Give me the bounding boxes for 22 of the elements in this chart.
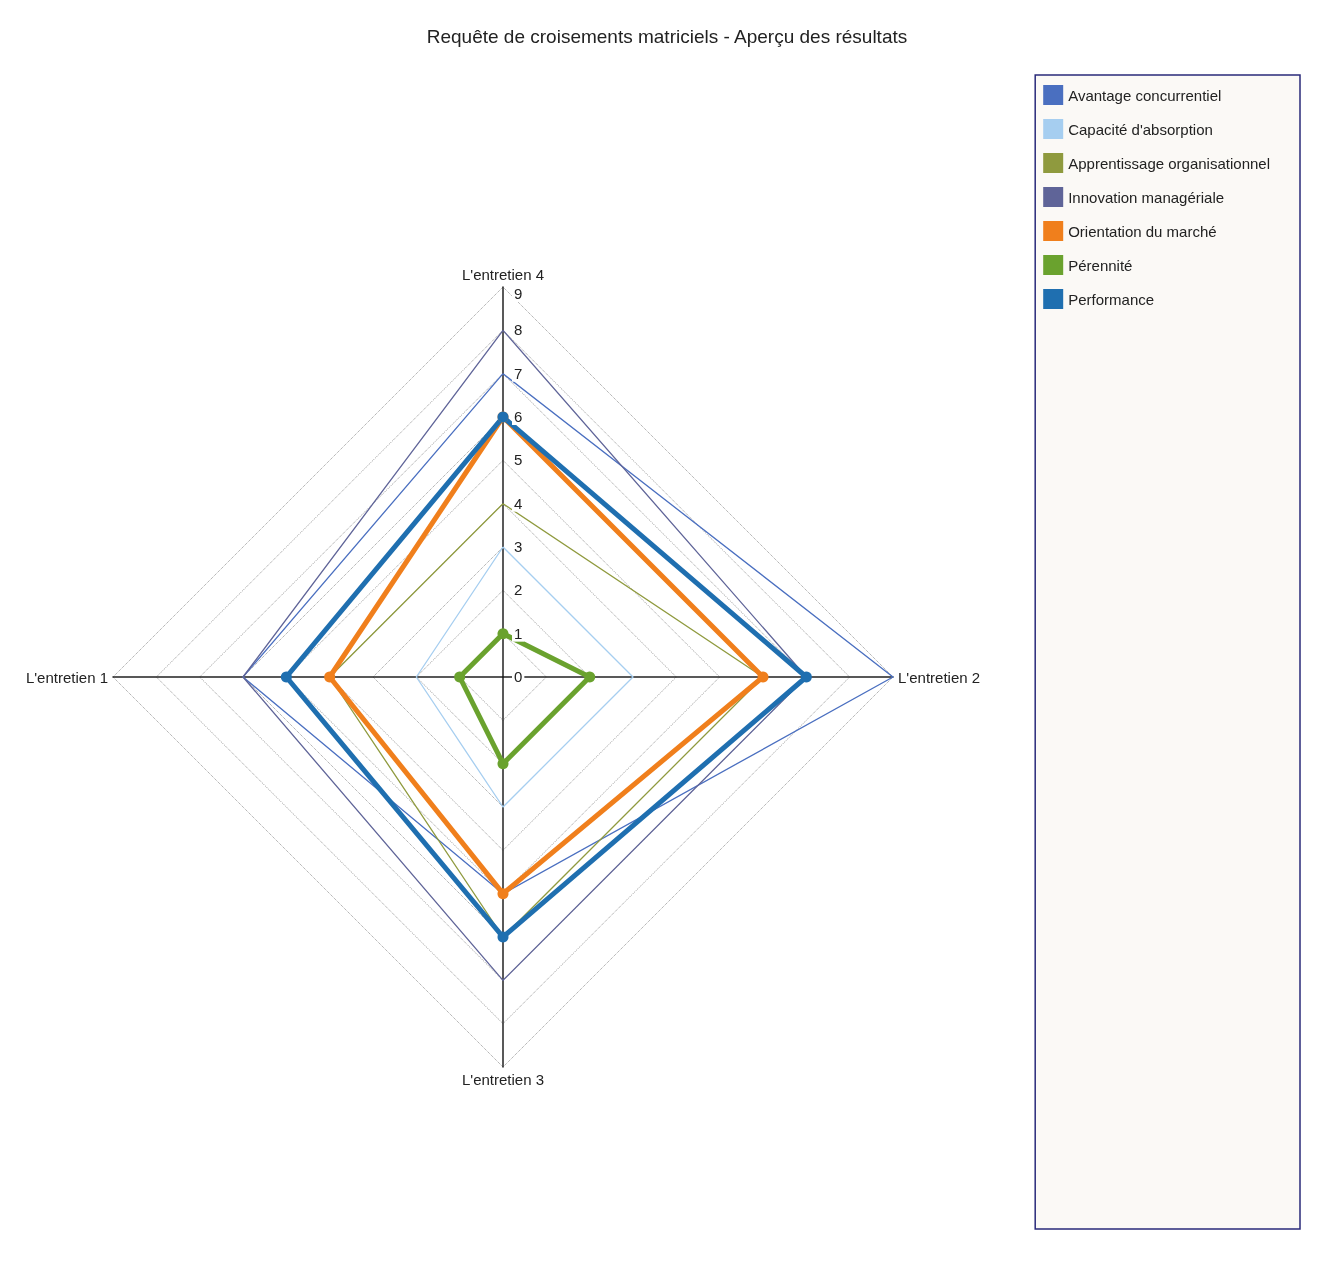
y-tick-label: 5	[514, 451, 523, 469]
spoke-label: L'entretien 1	[25, 668, 108, 686]
y-tick-label: 2	[514, 581, 523, 599]
legend-label: Pérennité	[1068, 256, 1133, 274]
spoke-label: L'entretien 3	[461, 1071, 545, 1088]
spoke-label: L'entretien 2	[898, 668, 981, 686]
y-tick-label: 6	[514, 408, 523, 425]
legend-label: Capacité d'absorption	[1068, 120, 1213, 138]
y-tick-label: 1	[514, 624, 523, 642]
legend-label: Orientation du marché	[1068, 222, 1217, 240]
y-tick-label: 3	[514, 538, 523, 555]
spoke-label: L'entretien 4	[461, 266, 545, 283]
legend-label: Innovation managériale	[1068, 188, 1225, 206]
legend-label: Performance	[1068, 290, 1155, 308]
y-tick-label: 0	[514, 668, 523, 685]
legend-label: Avantage concurrentiel	[1068, 86, 1222, 104]
legend-label: Apprentissage organisationnel	[1068, 154, 1271, 172]
y-tick-label: 4	[514, 494, 523, 512]
y-tick-label: 8	[514, 321, 523, 339]
y-tick-label: 9	[514, 285, 523, 302]
y-tick-label: 7	[514, 364, 523, 382]
chart-title: Requête de croisements matriciels - Aperçu des résultats	[426, 26, 908, 47]
